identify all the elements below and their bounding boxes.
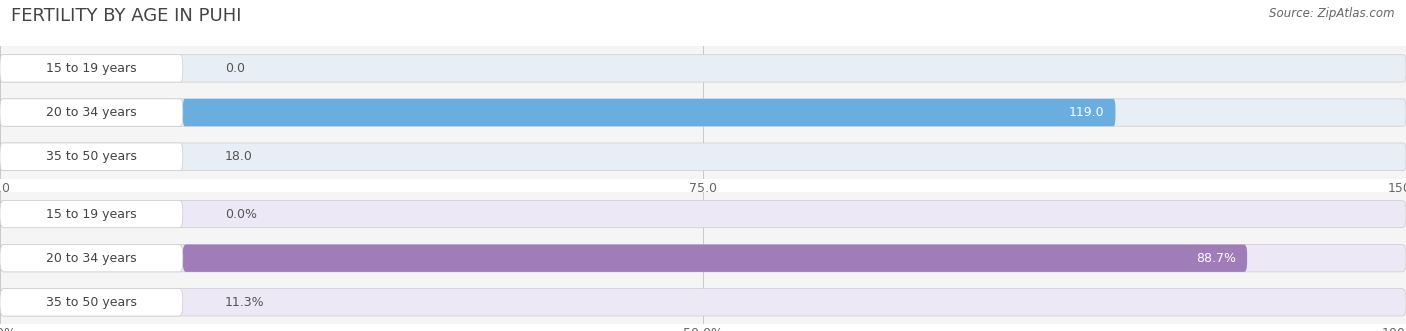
- Text: 35 to 50 years: 35 to 50 years: [46, 150, 136, 163]
- FancyBboxPatch shape: [0, 289, 183, 316]
- FancyBboxPatch shape: [0, 289, 1406, 316]
- Text: 15 to 19 years: 15 to 19 years: [46, 208, 136, 220]
- FancyBboxPatch shape: [0, 245, 1406, 272]
- Text: 20 to 34 years: 20 to 34 years: [46, 106, 136, 119]
- FancyBboxPatch shape: [0, 200, 1406, 228]
- FancyBboxPatch shape: [0, 143, 183, 170]
- FancyBboxPatch shape: [0, 99, 1406, 126]
- FancyBboxPatch shape: [0, 55, 1406, 82]
- Text: 18.0: 18.0: [225, 150, 253, 163]
- FancyBboxPatch shape: [183, 99, 1115, 126]
- Text: 119.0: 119.0: [1069, 106, 1104, 119]
- Text: 35 to 50 years: 35 to 50 years: [46, 296, 136, 309]
- FancyBboxPatch shape: [0, 200, 183, 228]
- Text: Source: ZipAtlas.com: Source: ZipAtlas.com: [1270, 7, 1395, 20]
- Text: FERTILITY BY AGE IN PUHI: FERTILITY BY AGE IN PUHI: [11, 7, 242, 24]
- Text: 0.0: 0.0: [225, 62, 245, 75]
- FancyBboxPatch shape: [0, 245, 183, 272]
- FancyBboxPatch shape: [183, 245, 1247, 272]
- Text: 88.7%: 88.7%: [1197, 252, 1236, 265]
- Text: 11.3%: 11.3%: [225, 296, 264, 309]
- Text: 20 to 34 years: 20 to 34 years: [46, 252, 136, 265]
- FancyBboxPatch shape: [0, 143, 1406, 170]
- Text: 0.0%: 0.0%: [225, 208, 257, 220]
- FancyBboxPatch shape: [0, 99, 183, 126]
- FancyBboxPatch shape: [0, 55, 183, 82]
- Text: 15 to 19 years: 15 to 19 years: [46, 62, 136, 75]
